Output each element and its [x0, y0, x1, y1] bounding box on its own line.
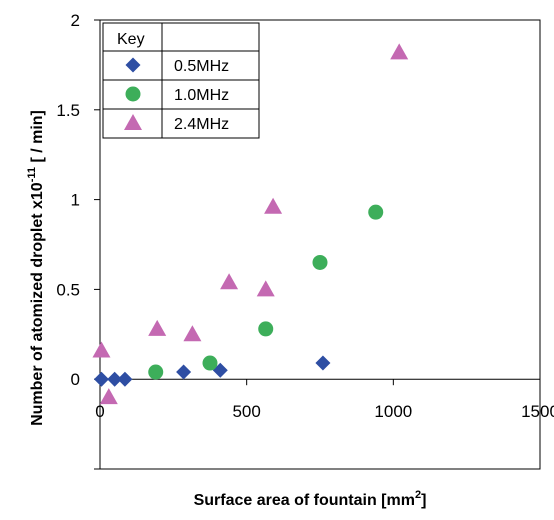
data-point-0.5MHz [117, 371, 133, 387]
y-tick-label: 0 [71, 370, 80, 389]
legend-marker-2.4MHz [124, 114, 142, 130]
data-points [92, 43, 409, 405]
data-point-2.4MHz [390, 43, 409, 60]
data-point-2.4MHz [256, 280, 275, 297]
y-tick-label: 0.5 [56, 280, 80, 299]
axes: 0 0.5 1 1.5 2 0 500 1000 1500 [56, 11, 554, 470]
x-tick-label: 0 [95, 402, 104, 421]
legend-label: 2.4MHz [174, 116, 229, 133]
data-point-0.5MHz [176, 364, 192, 380]
data-point-1.0MHz [368, 204, 384, 220]
data-point-0.5MHz [315, 355, 331, 371]
data-point-0.5MHz [93, 371, 109, 387]
x-tick-label: 500 [232, 402, 260, 421]
legend-label: 0.5MHz [174, 58, 229, 75]
y-axis-title: Number of atomized droplet x10-11 [ / mi… [26, 110, 46, 426]
data-point-2.4MHz [264, 197, 283, 214]
legend: Key 0.5MHz 1.0MHz 2.4MHz [102, 22, 260, 139]
y-tick-label: 1.5 [56, 101, 80, 120]
data-point-1.0MHz [202, 355, 218, 371]
x-tick-label: 1500 [521, 402, 554, 421]
data-point-0.5MHz [107, 371, 123, 387]
data-point-2.4MHz [148, 319, 167, 336]
x-axis-title: Surface area of fountain [mm2] [194, 489, 427, 509]
data-point-2.4MHz [183, 325, 202, 342]
plot-border [99, 19, 541, 470]
y-tick-label: 2 [71, 11, 80, 30]
data-point-1.0MHz [148, 364, 164, 380]
data-point-1.0MHz [312, 254, 328, 270]
legend-marker-1.0MHz [125, 86, 141, 102]
legend-title: Key [117, 31, 145, 48]
data-point-2.4MHz [220, 273, 239, 290]
y-tick-label: 1 [71, 191, 80, 210]
x-tick-label: 1000 [374, 402, 412, 421]
data-point-2.4MHz [92, 341, 111, 358]
data-point-1.0MHz [258, 321, 274, 337]
data-point-2.4MHz [99, 388, 118, 405]
legend-marker-0.5MHz [125, 57, 141, 73]
plot-frame [99, 19, 541, 470]
legend-label: 1.0MHz [174, 87, 229, 104]
